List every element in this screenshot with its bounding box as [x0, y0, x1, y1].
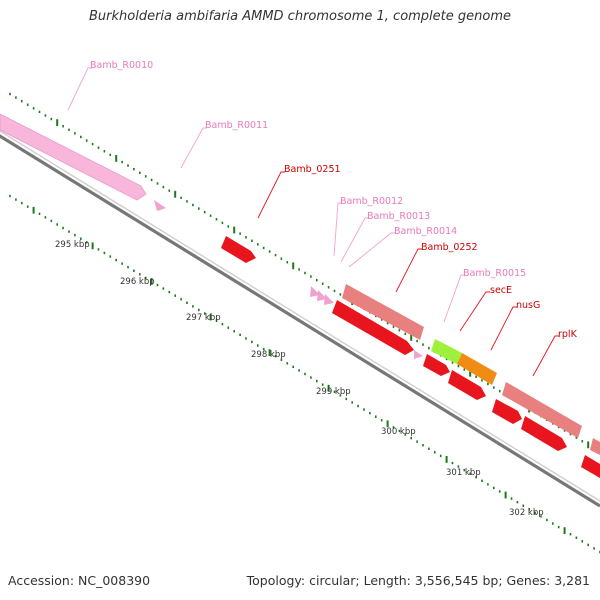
scale-label: 301 kbp: [446, 468, 481, 478]
label-sece: secE: [490, 285, 512, 296]
feature-bamb-r0012[interactable]: [310, 286, 320, 297]
scale-label: 295 kbp: [55, 240, 90, 250]
feature-red-edge[interactable]: [581, 455, 600, 478]
backbone-dark: [0, 134, 600, 508]
lower-tick-dots: [9, 194, 600, 554]
feature-sece[interactable]: [431, 339, 462, 364]
map-title: Burkholderia ambifaria AMMD chromosome 1…: [88, 9, 512, 24]
feature-nusg[interactable]: [457, 353, 497, 385]
label-nusg: nusG: [516, 300, 540, 311]
label-bamb-r0012: Bamb_R0012: [340, 196, 403, 207]
label-bamb-r0013: Bamb_R0013: [367, 211, 430, 222]
scale-labels: 295 kbp 296 kbp 297 kbp 298 kbp 299 kbp …: [55, 240, 544, 518]
label-bamb-r0014: Bamb_R0014: [394, 226, 457, 237]
feature-bamb-r0010[interactable]: [0, 113, 147, 201]
feature-red-4[interactable]: [492, 399, 522, 424]
summary-text: Topology: circular; Length: 3,556,545 bp…: [246, 573, 590, 588]
feature-bamb-r0015[interactable]: [414, 350, 423, 359]
label-bamb-r0015: Bamb_R0015: [463, 268, 526, 279]
accession-text: Accession: NC_008390: [8, 573, 151, 588]
label-bamb-r0011: Bamb_R0011: [205, 120, 268, 131]
feature-bamb-r0014[interactable]: [324, 294, 334, 305]
feature-bamb-r0013[interactable]: [317, 290, 327, 301]
scale-label: 300 kbp: [381, 427, 416, 437]
feature-red-2[interactable]: [423, 354, 450, 376]
feature-red-3[interactable]: [448, 370, 486, 400]
feature-red-5[interactable]: [521, 416, 567, 451]
scale-label: 296 kbp: [120, 277, 155, 287]
feature-salmon-1[interactable]: [342, 284, 424, 340]
feature-bamb-0252[interactable]: [332, 300, 414, 355]
label-bamb-0251: Bamb_0251: [284, 164, 341, 175]
scale-label: 298 kbp: [251, 350, 286, 360]
feature-rplk[interactable]: [502, 382, 582, 438]
scale-label: 302 kbp: [509, 508, 544, 518]
feature-labels: Bamb_R0010 Bamb_R0011 Bamb_0251 Bamb_R00…: [90, 60, 578, 340]
backbone-light: [0, 130, 600, 502]
label-leaders: [67, 67, 559, 377]
label-bamb-0252: Bamb_0252: [421, 242, 478, 253]
label-rplk: rplK: [558, 329, 578, 340]
feature-bamb-0251[interactable]: [221, 236, 256, 263]
scale-label: 299 kbp: [316, 387, 351, 397]
feature-salmon-edge[interactable]: [590, 438, 600, 455]
feature-shapes: [0, 113, 600, 478]
feature-bamb-r0011[interactable]: [154, 200, 166, 211]
label-bamb-r0010: Bamb_R0010: [90, 60, 153, 71]
scale-label: 297 kbp: [186, 313, 221, 323]
